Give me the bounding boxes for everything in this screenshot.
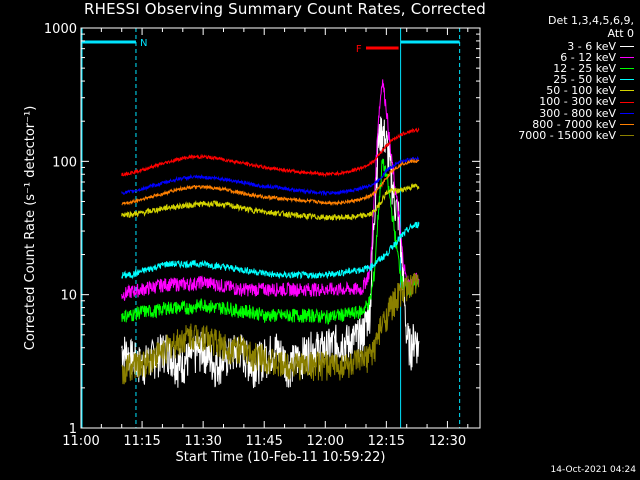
- footer-date: 14-Oct-2021 04:24: [550, 465, 636, 475]
- series-line-2: [121, 158, 419, 325]
- legend-swatch: [620, 79, 634, 81]
- legend-entry: 3 - 6 keV: [518, 41, 634, 52]
- series-line-5: [121, 127, 420, 178]
- legend-swatch: [620, 68, 634, 70]
- x-axis-label: Start Time (10-Feb-11 10:59:22): [176, 450, 386, 465]
- x-tick-label: 12:30: [429, 434, 466, 449]
- series-layer: [121, 79, 420, 389]
- x-tick-label: 11:00: [62, 434, 99, 449]
- series-line-4: [121, 183, 420, 222]
- legend-entry-label: 12 - 25 keV: [553, 62, 616, 76]
- x-tick-label: 11:15: [123, 434, 160, 449]
- y-axis-label: Corrected Count Rate (s⁻¹ detector⁻¹): [23, 106, 38, 351]
- x-tick-label: 11:45: [245, 434, 282, 449]
- legend-entry-label: 100 - 300 keV: [539, 95, 616, 109]
- legend-entry: 6 - 12 keV: [518, 52, 634, 63]
- chart-title: RHESSI Observing Summary Count Rates, Co…: [83, 0, 486, 18]
- legend-entry-label: 25 - 50 keV: [553, 73, 616, 87]
- legend-header-detectors: Det 1,3,4,5,6,9,: [547, 14, 634, 27]
- series-line-6: [121, 155, 420, 197]
- legend-entry-label: 800 - 7000 keV: [532, 117, 616, 131]
- legend-entry: 800 - 7000 keV: [518, 119, 634, 130]
- overlay-bars: [81, 28, 461, 428]
- legend-entry: 25 - 50 keV: [518, 74, 634, 85]
- plot-frame: [80, 27, 481, 429]
- y-tick-label: 100: [52, 155, 77, 170]
- legend-swatch: [620, 112, 634, 114]
- legend-swatch: [620, 134, 634, 136]
- legend-entry-label: 6 - 12 keV: [560, 51, 616, 65]
- legend-swatch: [620, 101, 634, 103]
- x-tick-label: 12:00: [307, 434, 344, 449]
- series-line-7: [121, 157, 420, 206]
- x-tick-label: 12:15: [368, 434, 405, 449]
- legend-entry: 12 - 25 keV: [518, 63, 634, 74]
- legend-entry-label: 7000 - 15000 keV: [518, 128, 616, 142]
- night-label: N: [140, 38, 147, 49]
- legend-swatch: [620, 123, 634, 125]
- legend-header-attenuator: Att 0: [607, 27, 634, 40]
- legend-swatch: [620, 46, 634, 48]
- x-tick-label: 11:30: [184, 434, 221, 449]
- y-tick-label: 10: [60, 289, 77, 304]
- y-tick-label: 1: [69, 422, 77, 437]
- y-tick-label: 1000: [44, 22, 77, 37]
- legend-entry: 300 - 800 keV: [518, 106, 634, 120]
- legend-header: Det 1,3,4,5,6,9, Att 0: [548, 14, 634, 40]
- legend-entry-label: 3 - 6 keV: [567, 40, 616, 53]
- axis-ticks: 11:00 11:15 11:30 11:45 12:00 12:15 12:30 1 10 10…: [44, 22, 480, 449]
- series-line-1: [121, 79, 420, 301]
- legend-swatch: [620, 90, 634, 92]
- series-line-3: [121, 221, 420, 280]
- flare-label: F: [356, 44, 362, 55]
- legend-entry: 100 - 300 keV: [518, 95, 634, 109]
- legend-entry: 50 - 100 keV: [518, 85, 634, 96]
- legend-entry-label: 300 - 800 keV: [539, 106, 616, 120]
- legend: 3 - 6 keV 6 - 12 keV 12 - 25 keV 25 - 50 ke…: [518, 41, 634, 141]
- legend-entry-label: 50 - 100 keV: [546, 84, 616, 98]
- legend-entry: 7000 - 15000 keV: [518, 130, 634, 141]
- legend-swatch: [620, 57, 634, 59]
- series-line-0: [121, 116, 420, 389]
- series-line-8: [121, 272, 420, 385]
